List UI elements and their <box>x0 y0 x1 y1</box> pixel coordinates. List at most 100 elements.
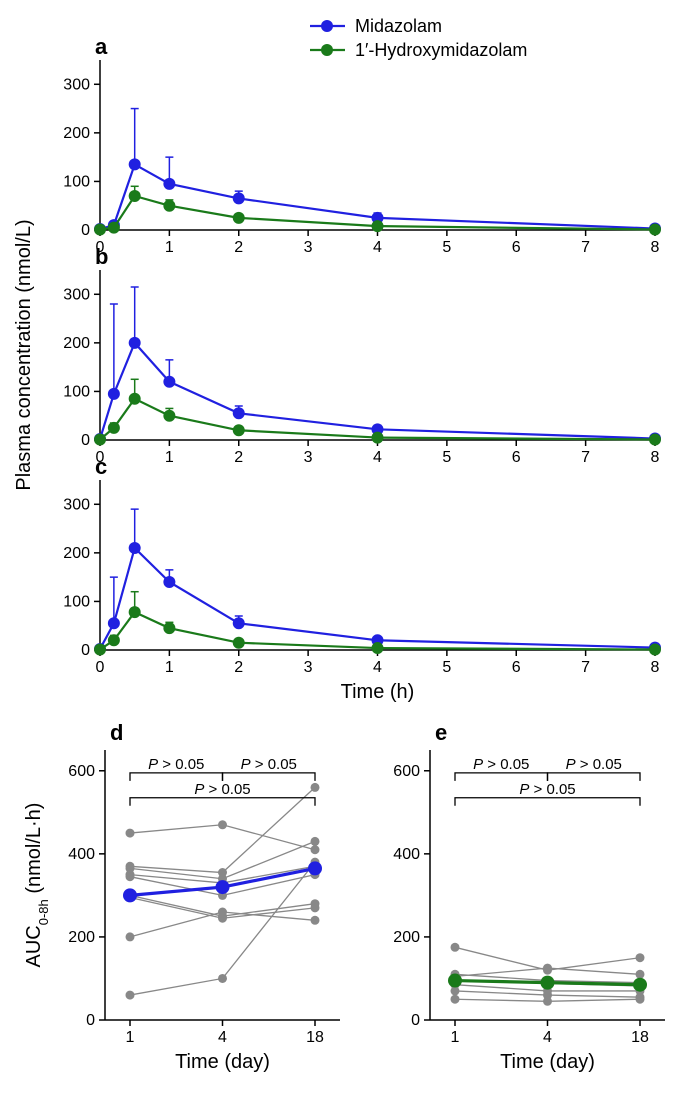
stat-label: P > 0.05 <box>473 756 529 773</box>
xtick-label: 4 <box>218 1029 227 1046</box>
yaxis-title-auc: AUC0-8h (nmol/L·h) <box>23 803 51 968</box>
series-marker <box>108 634 120 646</box>
series-marker <box>649 434 661 446</box>
xtick-label: 1 <box>165 239 174 256</box>
panel-b: b0100200300012345678 <box>63 244 661 466</box>
series-marker <box>108 388 120 400</box>
series-marker <box>372 642 384 654</box>
stat-label: P > 0.05 <box>566 756 622 773</box>
mean-marker <box>216 880 230 894</box>
series-marker <box>163 200 175 212</box>
stat-bracket <box>455 773 548 781</box>
ytick-label: 600 <box>68 763 95 780</box>
subject-marker <box>218 820 227 829</box>
ytick-label: 0 <box>81 642 90 659</box>
stat-bracket <box>548 773 641 781</box>
xtick-label: 8 <box>651 659 660 676</box>
series-marker <box>163 410 175 422</box>
ytick-label: 200 <box>63 335 90 352</box>
ytick-label: 300 <box>63 286 90 303</box>
series-marker <box>108 222 120 234</box>
subject-marker <box>451 995 460 1004</box>
ytick-label: 0 <box>86 1012 95 1029</box>
mean-marker <box>448 974 462 988</box>
xaxis-title-day: Time (day) <box>175 1051 270 1073</box>
mean-marker <box>123 888 137 902</box>
subject-marker <box>126 829 135 838</box>
panel-label: d <box>110 720 123 745</box>
subject-marker <box>451 943 460 952</box>
subject-marker <box>218 908 227 917</box>
series-marker <box>129 190 141 202</box>
stat-label: P > 0.05 <box>194 781 250 798</box>
legend-marker <box>321 20 333 32</box>
subject-marker <box>126 991 135 1000</box>
series-marker <box>94 434 106 446</box>
xtick-label: 1 <box>451 1029 460 1046</box>
series-marker <box>163 376 175 388</box>
xtick-label: 6 <box>512 449 521 466</box>
series-marker <box>649 644 661 656</box>
ytick-label: 200 <box>68 929 95 946</box>
panel-label: a <box>95 34 108 59</box>
ytick-label: 300 <box>63 496 90 513</box>
series-marker <box>372 220 384 232</box>
series-marker <box>233 617 245 629</box>
ytick-label: 200 <box>393 929 420 946</box>
subject-marker <box>311 845 320 854</box>
panel-label: e <box>435 720 447 745</box>
series-marker <box>129 393 141 405</box>
series-marker <box>108 422 120 434</box>
xtick-label: 5 <box>442 659 451 676</box>
xtick-label: 7 <box>581 239 590 256</box>
xtick-label: 1 <box>165 449 174 466</box>
xtick-label: 1 <box>126 1029 135 1046</box>
ytick-label: 300 <box>63 76 90 93</box>
xtick-label: 3 <box>304 449 313 466</box>
xtick-label: 8 <box>651 239 660 256</box>
subject-marker <box>636 995 645 1004</box>
series-marker <box>233 637 245 649</box>
series-marker <box>233 192 245 204</box>
xtick-label: 4 <box>373 659 382 676</box>
xtick-label: 18 <box>631 1029 649 1046</box>
series-marker <box>129 606 141 618</box>
mean-marker <box>308 861 322 875</box>
xaxis-title-day: Time (day) <box>500 1051 595 1073</box>
xtick-label: 6 <box>512 239 521 256</box>
mean-marker <box>541 976 555 990</box>
xtick-label: 0 <box>96 659 105 676</box>
legend-marker <box>321 44 333 56</box>
series-marker <box>233 407 245 419</box>
series-marker <box>129 542 141 554</box>
figure-root: Midazolam1′-Hydroxymidazolama01002003000… <box>10 10 675 1105</box>
series-line-midazolam <box>100 548 655 649</box>
series-marker <box>163 178 175 190</box>
xtick-label: 3 <box>304 659 313 676</box>
xtick-label: 1 <box>165 659 174 676</box>
subject-marker <box>451 986 460 995</box>
panel-e: e02004006001418Time (day)P > 0.05P > 0.0… <box>393 720 665 1073</box>
xtick-label: 2 <box>234 659 243 676</box>
xtick-label: 4 <box>373 239 382 256</box>
ytick-label: 100 <box>63 383 90 400</box>
xaxis-title-time-h: Time (h) <box>341 681 415 703</box>
xtick-label: 18 <box>306 1029 324 1046</box>
legend-label: Midazolam <box>355 16 442 36</box>
xtick-label: 5 <box>442 239 451 256</box>
subject-marker <box>126 872 135 881</box>
xtick-label: 6 <box>512 659 521 676</box>
panel-a: a0100200300012345678 <box>63 34 661 256</box>
stat-bracket <box>223 773 316 781</box>
ytick-label: 200 <box>63 545 90 562</box>
stat-bracket <box>130 798 315 806</box>
xtick-label: 7 <box>581 659 590 676</box>
ytick-label: 0 <box>411 1012 420 1029</box>
stat-bracket <box>130 773 223 781</box>
series-marker <box>649 224 661 236</box>
xtick-label: 8 <box>651 449 660 466</box>
ytick-label: 400 <box>68 846 95 863</box>
ytick-label: 400 <box>393 846 420 863</box>
ytick-label: 0 <box>81 222 90 239</box>
subject-marker <box>311 783 320 792</box>
